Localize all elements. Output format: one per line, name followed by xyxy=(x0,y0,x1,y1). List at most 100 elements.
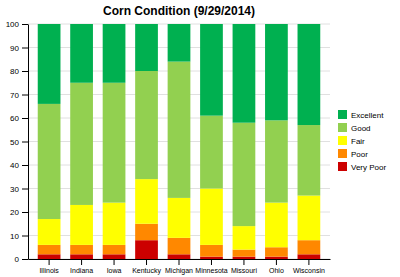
y-tick-mark xyxy=(22,189,28,190)
y-tick-mark xyxy=(22,24,28,25)
y-tick-label: 20 xyxy=(10,208,19,217)
bar-segment xyxy=(168,238,191,254)
bar-segment xyxy=(233,123,256,226)
bar-segment xyxy=(265,120,288,202)
y-tick: 80 xyxy=(10,67,28,76)
bar-segment xyxy=(135,224,158,240)
bar-segment xyxy=(135,71,158,179)
bar-segment xyxy=(168,198,191,238)
legend-swatch xyxy=(338,110,347,119)
y-tick: 90 xyxy=(10,44,28,53)
bar-segment xyxy=(70,24,93,83)
y-tick: 20 xyxy=(10,208,28,217)
plot: 0102030405060708090100IllinoisIndianaIow… xyxy=(6,20,331,275)
x-tick: Indiana xyxy=(70,259,93,274)
legend-item: Excellent xyxy=(338,110,384,120)
x-tick-mark xyxy=(276,259,277,265)
legend-swatch xyxy=(338,136,347,145)
bar-segment xyxy=(38,219,61,245)
x-tick: Illinois xyxy=(39,259,59,274)
x-tick-label: Ohio xyxy=(269,267,284,274)
bar-segment xyxy=(298,196,321,241)
bar-segment xyxy=(103,24,126,83)
y-tick-mark xyxy=(22,212,28,213)
x-tick-label: Illinois xyxy=(39,267,59,274)
bar-segment xyxy=(265,247,288,256)
x-tick-label: Minnesota xyxy=(195,267,227,274)
x-axis: Illinois Indiana Iowa Kentucky MichiganMinne… xyxy=(29,259,331,275)
x-tick: Missouri xyxy=(231,259,258,274)
x-tick: Ohio xyxy=(269,259,284,274)
x-tick-mark xyxy=(211,259,212,265)
bar-segment xyxy=(265,257,288,259)
x-tick: Minnesota xyxy=(195,259,227,274)
y-tick-label: 70 xyxy=(10,91,19,100)
x-tick: Kentucky xyxy=(132,259,161,275)
x-tick-label: Indiana xyxy=(70,267,93,274)
y-tick-label: 80 xyxy=(10,67,19,76)
x-tick-label: Missouri xyxy=(231,267,258,274)
bar-segment xyxy=(200,257,223,259)
y-tick-label: 50 xyxy=(10,138,19,147)
y-tick: 100 xyxy=(6,20,28,29)
bar-segment xyxy=(38,245,61,254)
bars xyxy=(38,24,321,259)
x-tick: Wisconsin xyxy=(293,259,325,274)
x-tick-label: Michigan xyxy=(165,267,193,275)
x-tick-mark xyxy=(146,259,147,265)
x-tick-mark xyxy=(243,259,244,265)
y-tick-mark xyxy=(22,236,28,237)
bar-segment xyxy=(200,189,223,245)
bar-segment xyxy=(233,257,256,259)
y-tick: 40 xyxy=(10,161,28,170)
x-tick-mark xyxy=(81,259,82,265)
legend-swatch xyxy=(338,149,347,158)
bar-segment xyxy=(103,83,126,203)
y-tick-mark xyxy=(22,259,28,260)
x-tick-mark xyxy=(179,259,180,265)
legend-label: Poor xyxy=(351,150,368,159)
bar-segment xyxy=(233,226,256,250)
y-tick-mark xyxy=(22,118,28,119)
grid xyxy=(28,24,330,259)
bar-segment xyxy=(70,245,93,254)
bar-segment xyxy=(298,125,321,196)
bar-segment xyxy=(38,104,61,219)
title: Corn Condition (9/29/2014) xyxy=(103,4,255,18)
bar-segment xyxy=(298,24,321,125)
x-tick-mark xyxy=(49,259,50,265)
bar-segment xyxy=(200,116,223,189)
legend-label: Fair xyxy=(351,137,365,146)
bar-segment xyxy=(103,254,126,259)
bar-segment xyxy=(233,250,256,257)
bar-segment xyxy=(135,179,158,224)
bar-segment xyxy=(70,83,93,205)
y-axis-line xyxy=(28,25,29,260)
x-tick: Iowa xyxy=(107,259,122,274)
y-tick-mark xyxy=(22,48,28,49)
y-tick-label: 90 xyxy=(10,44,19,53)
bar-segment xyxy=(265,24,288,120)
bar-segment xyxy=(135,240,158,259)
y-tick: 30 xyxy=(10,185,28,194)
y-tick-mark xyxy=(22,95,28,96)
x-tick-mark xyxy=(308,259,309,265)
y-tick: 70 xyxy=(10,91,28,100)
x-tick-label: Kentucky xyxy=(132,267,161,275)
y-tick: 50 xyxy=(10,138,28,147)
legend-item: Fair xyxy=(338,136,365,146)
y-tick-label: 10 xyxy=(10,232,19,241)
y-tick-label: 40 xyxy=(10,161,19,170)
y-axis: 0102030405060708090100 xyxy=(6,20,29,264)
bar-segment xyxy=(200,245,223,257)
bar-segment xyxy=(103,245,126,254)
legend-label: Good xyxy=(351,124,371,133)
y-tick-mark xyxy=(22,165,28,166)
legend-swatch xyxy=(338,162,347,171)
y-tick: 10 xyxy=(10,232,28,241)
bar-segment xyxy=(168,254,191,259)
legend-label: Very Poor xyxy=(351,163,386,172)
x-tick-mark xyxy=(114,259,115,265)
y-tick: 0 xyxy=(15,255,28,264)
bar-segment xyxy=(298,254,321,259)
